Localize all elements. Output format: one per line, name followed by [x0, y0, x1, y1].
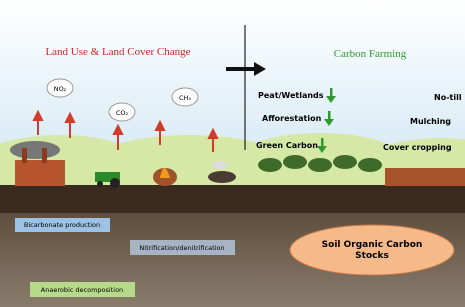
right-title: Carbon Farming [334, 48, 407, 60]
practice-label: Peat/Wetlands [258, 91, 324, 100]
factory [10, 141, 65, 186]
soc-ellipse [290, 225, 454, 275]
practice-label: Cover cropping [383, 143, 452, 152]
crop-rows [385, 168, 465, 186]
practice-label: Green Carbon [256, 141, 318, 150]
practice-label: Afforestation [262, 114, 322, 123]
diagram: Land Use & Land Cover Change Carbon Farm… [0, 0, 465, 307]
gas-label: CO₂ [116, 109, 129, 117]
fire [153, 168, 177, 186]
practice-label: Mulching [410, 117, 451, 126]
left-title: Land Use & Land Cover Change [45, 46, 190, 58]
gas-label: CH₄ [179, 94, 191, 102]
topsoil [0, 185, 465, 215]
process-label: Bicarbonate production [24, 221, 100, 229]
gas-label: NO₂ [54, 85, 67, 93]
process-label: Nitrification/denitrification [139, 244, 224, 252]
practice-label: No-till [434, 93, 462, 102]
process-label: Anaerobic decomposition [41, 286, 123, 294]
